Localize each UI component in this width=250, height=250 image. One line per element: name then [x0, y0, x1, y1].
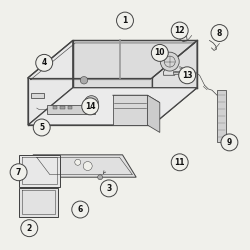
Text: 9: 9 [227, 138, 232, 147]
Circle shape [84, 106, 89, 112]
Circle shape [21, 220, 38, 237]
Circle shape [160, 52, 179, 71]
Polygon shape [47, 105, 95, 114]
Text: 7: 7 [16, 168, 21, 177]
Text: 13: 13 [182, 71, 192, 80]
Circle shape [171, 22, 188, 39]
Polygon shape [174, 71, 180, 74]
Polygon shape [60, 106, 65, 109]
Circle shape [80, 76, 88, 84]
Polygon shape [33, 155, 136, 177]
Text: 12: 12 [174, 26, 185, 35]
Circle shape [36, 54, 53, 71]
Circle shape [83, 162, 92, 170]
Polygon shape [148, 95, 160, 132]
Polygon shape [30, 93, 44, 98]
Text: 5: 5 [39, 123, 44, 132]
Circle shape [75, 159, 81, 165]
Circle shape [116, 12, 134, 29]
Text: 8: 8 [217, 28, 222, 38]
Circle shape [33, 119, 50, 136]
Circle shape [82, 98, 99, 115]
Circle shape [171, 154, 188, 171]
Circle shape [10, 164, 27, 181]
Circle shape [98, 175, 103, 180]
Text: 11: 11 [174, 158, 185, 167]
Circle shape [84, 96, 98, 110]
Text: 4: 4 [42, 58, 47, 67]
Polygon shape [68, 106, 72, 109]
Text: 2: 2 [27, 224, 32, 233]
Circle shape [211, 24, 228, 42]
Circle shape [72, 201, 89, 218]
Text: 14: 14 [85, 102, 96, 111]
Circle shape [151, 44, 168, 61]
Text: 3: 3 [106, 184, 112, 193]
Polygon shape [28, 40, 73, 125]
Polygon shape [152, 40, 197, 125]
Circle shape [100, 180, 117, 197]
Polygon shape [18, 155, 60, 187]
Polygon shape [53, 106, 58, 109]
Text: 10: 10 [154, 48, 165, 58]
Text: 1: 1 [122, 16, 128, 25]
Text: 6: 6 [78, 205, 83, 214]
Polygon shape [18, 188, 58, 217]
Circle shape [179, 67, 196, 84]
Polygon shape [73, 40, 197, 88]
Circle shape [221, 134, 238, 151]
Polygon shape [217, 90, 226, 142]
Polygon shape [112, 95, 160, 102]
Polygon shape [112, 95, 148, 125]
Polygon shape [28, 88, 197, 125]
